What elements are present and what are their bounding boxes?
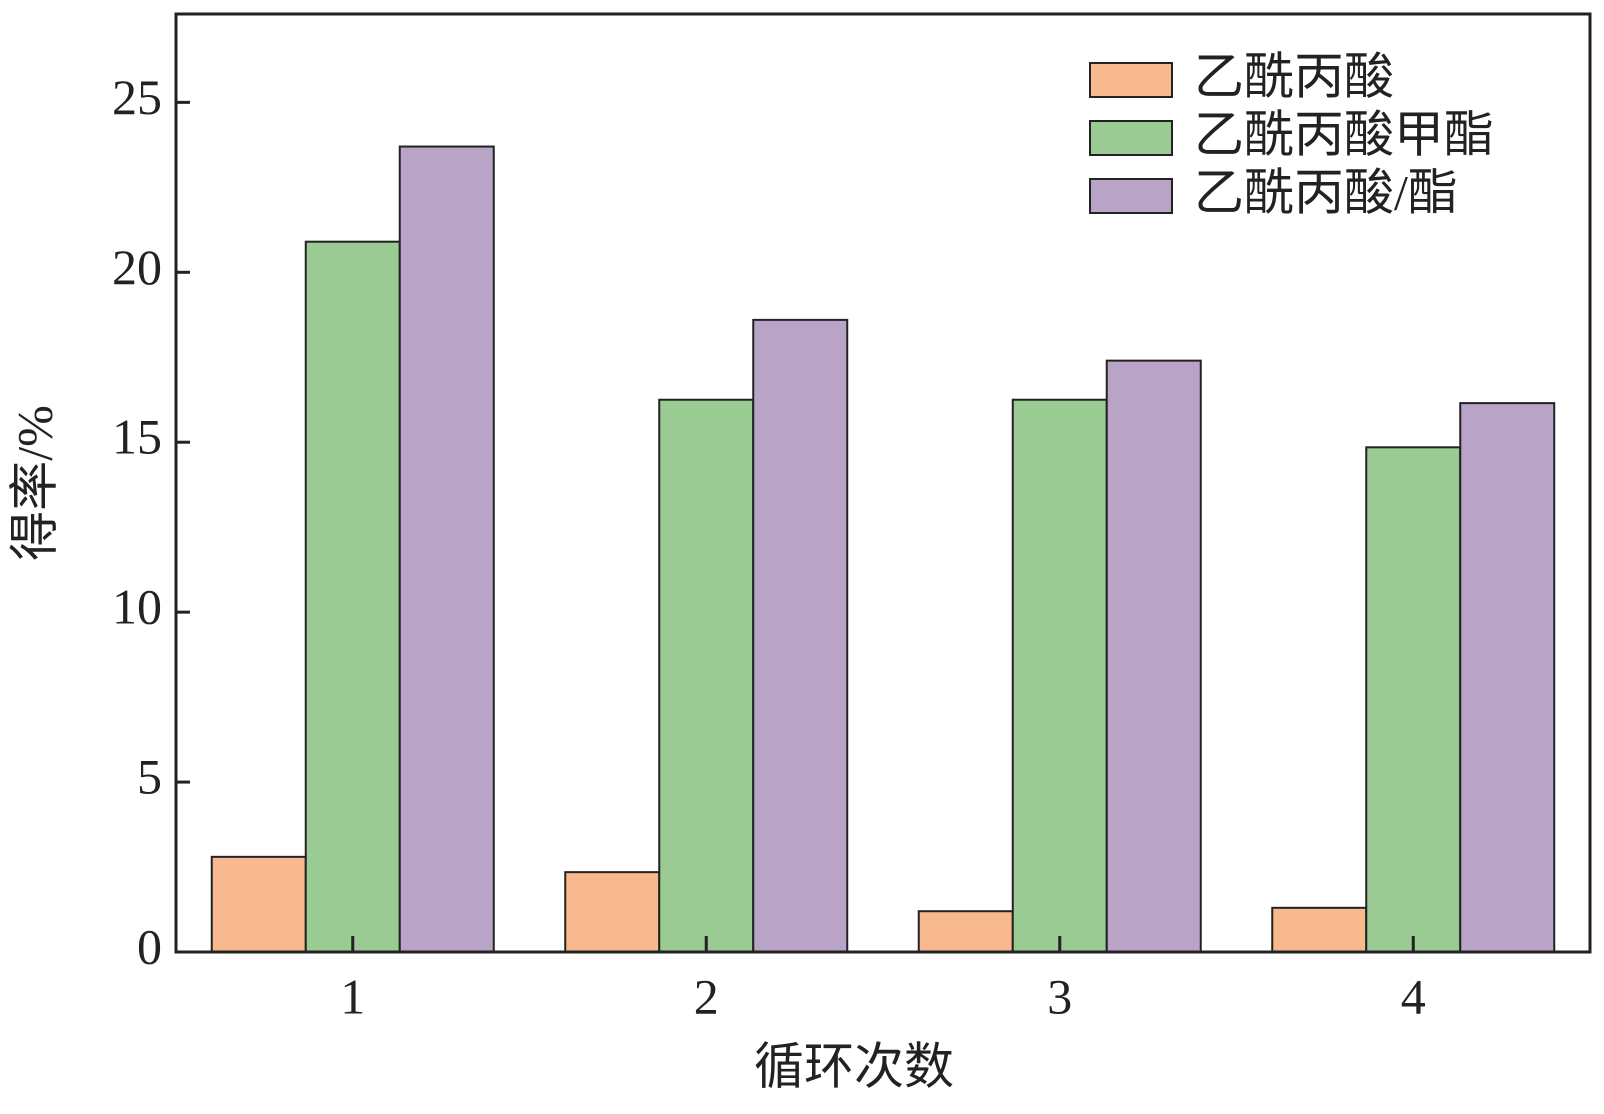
bar [1365, 446, 1462, 953]
x-tick-label: 2 [694, 968, 719, 1024]
x-tick-label: 3 [1047, 968, 1072, 1024]
bar [398, 145, 495, 954]
bar [752, 318, 849, 953]
x-tick-label: 1 [340, 968, 365, 1024]
x-axis-label: 循环次数 [754, 1038, 954, 1094]
bar [1105, 359, 1202, 953]
y-axis-label: 得率/% [6, 405, 62, 561]
y-tick-label: 15 [112, 409, 162, 465]
bar [304, 240, 401, 954]
y-tick-label: 5 [137, 749, 162, 805]
legend-swatch [1089, 178, 1173, 214]
legend-label: 乙酰丙酸/酯 [1194, 164, 1458, 220]
legend-label: 乙酰丙酸甲酯 [1194, 106, 1494, 162]
bar [1271, 906, 1368, 954]
bar [564, 871, 661, 953]
y-tick-label: 10 [112, 579, 162, 635]
bar [917, 910, 1014, 954]
y-tick-label: 20 [112, 239, 162, 295]
y-tick-label: 0 [137, 918, 162, 974]
legend-swatch [1089, 120, 1173, 156]
plot-frame [174, 12, 1592, 954]
bar [210, 855, 307, 953]
legend-label: 乙酰丙酸 [1194, 48, 1394, 104]
legend-swatch [1089, 62, 1173, 98]
bar [1011, 398, 1108, 953]
y-tick-label: 25 [112, 69, 162, 125]
bar [658, 398, 755, 953]
bar [1459, 402, 1556, 954]
x-tick-label: 4 [1401, 968, 1426, 1024]
